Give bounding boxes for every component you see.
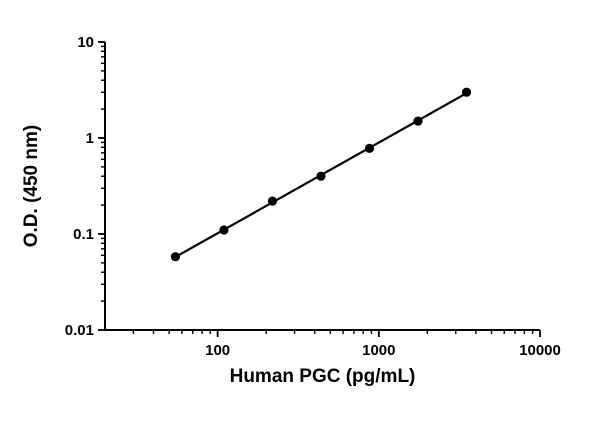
data-point: [267, 196, 278, 206]
x-axis-title: Human PGC (pg/mL): [229, 366, 416, 387]
x-tick-label: 100: [205, 342, 230, 359]
y-tick-label: 0.1: [73, 226, 94, 243]
y-tick-label: 0.01: [65, 322, 94, 339]
x-tick-label: 1000: [362, 342, 395, 359]
y-axis-title: O.D. (450 nm): [21, 124, 42, 248]
data-point: [219, 225, 229, 235]
y-tick-label: 10: [77, 34, 94, 51]
data-point: [461, 87, 472, 97]
x-tick-label: 10000: [519, 342, 561, 359]
y-tick-label: 1: [86, 130, 94, 147]
data-point: [413, 116, 423, 126]
data-point: [316, 171, 326, 181]
data-point: [170, 252, 181, 262]
data-point: [364, 143, 375, 153]
